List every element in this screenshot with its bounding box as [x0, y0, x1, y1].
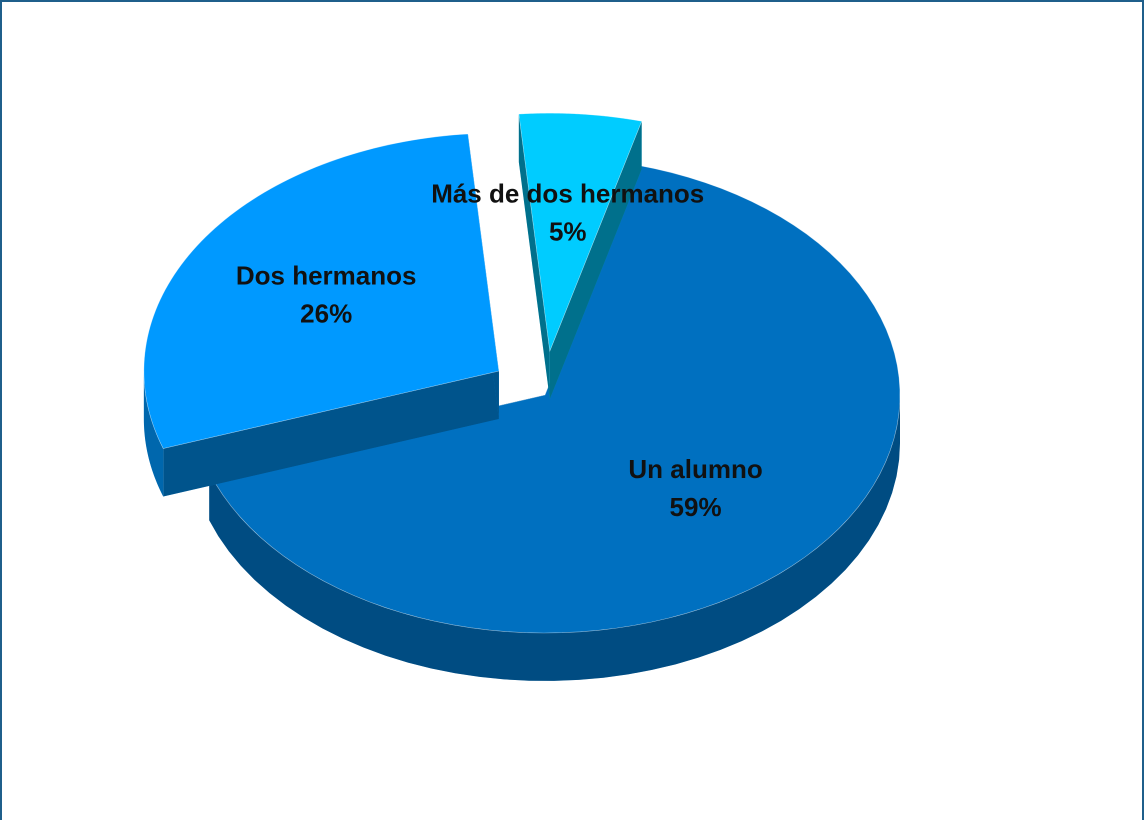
data-label-category: Dos hermanos — [236, 261, 417, 291]
slice-wall — [518, 114, 550, 400]
slice-wall-shade — [518, 114, 550, 400]
slice-wall — [549, 121, 642, 400]
data-label-value: 59% — [670, 492, 722, 522]
slice-wall-shade — [549, 121, 642, 400]
slice-wall — [163, 371, 499, 497]
slice — [208, 164, 901, 634]
data-label-category: Un alumno — [628, 454, 762, 484]
slice-side — [143, 371, 164, 497]
slice-wall-shade — [163, 371, 499, 497]
slice-side-shade — [143, 371, 164, 497]
slice-side — [209, 395, 900, 681]
data-label-value: 5% — [549, 217, 587, 247]
slice-side-shade — [209, 395, 900, 681]
data-label-value: 26% — [300, 299, 352, 329]
slice — [518, 112, 643, 353]
slice — [143, 133, 500, 449]
data-label-category: Más de dos hermanos — [431, 179, 704, 209]
